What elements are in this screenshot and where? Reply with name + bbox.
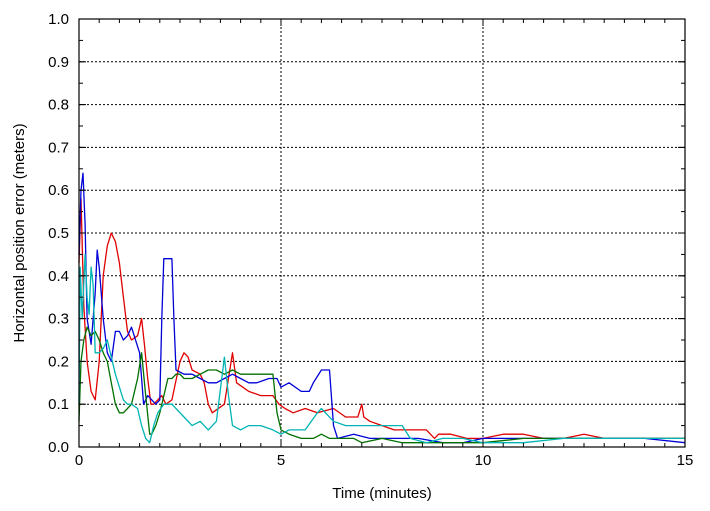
series-line-1	[78, 198, 685, 440]
y-tick-label: 1.0	[48, 11, 69, 28]
series-lines	[78, 172, 686, 444]
x-tick-label: 10	[475, 452, 492, 469]
y-tick-label: 0.5	[48, 225, 69, 242]
y-tick-label: 0.0	[48, 439, 69, 456]
x-tick-label: 5	[277, 452, 285, 469]
axis-ticks	[78, 18, 686, 448]
x-axis-title: Time (minutes)	[332, 485, 431, 502]
y-tick-label: 0.6	[48, 182, 69, 199]
y-tick-label: 0.3	[48, 311, 69, 328]
y-tick-label: 0.8	[48, 97, 69, 114]
y-tick-label: 0.1	[48, 396, 69, 413]
y-tick-label: 0.4	[48, 268, 69, 285]
y-tick-labels: 0.0 0.1 0.2 0.3 0.4 0.5 0.6 0.7 0.8 0.9 1.0	[48, 11, 69, 456]
y-tick-label: 0.2	[48, 353, 69, 370]
y-tick-label: 0.9	[48, 54, 69, 71]
plot-frame	[78, 18, 686, 448]
x-tick-label: 15	[677, 452, 694, 469]
x-tick-label: 0	[75, 452, 83, 469]
grid-lines	[79, 19, 685, 447]
series-line-4	[78, 253, 685, 444]
series-line-3	[78, 326, 685, 444]
x-tick-labels: 0 5 10 15	[75, 452, 694, 469]
y-tick-label: 0.7	[48, 139, 69, 156]
series-line-2	[78, 172, 686, 444]
y-axis-title: Horizontal position error (meters)	[11, 123, 28, 342]
